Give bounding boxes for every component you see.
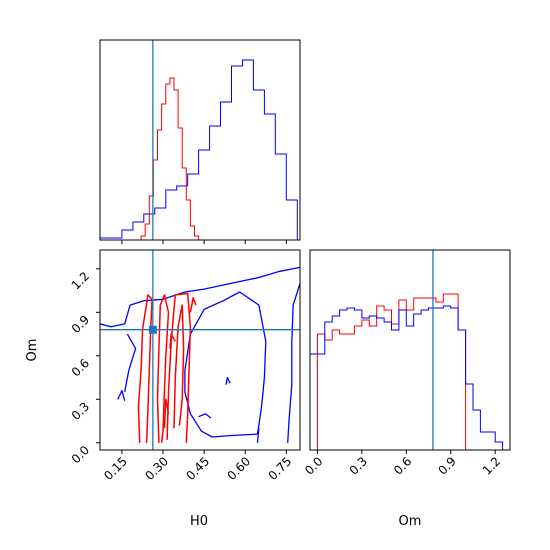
red-contour bbox=[169, 333, 176, 349]
joint-y-tick-label: 0.3 bbox=[69, 399, 92, 422]
om-x-tick-label: 0.6 bbox=[391, 454, 414, 477]
blue-contour bbox=[117, 389, 126, 401]
h0-marginal-panel bbox=[99, 39, 301, 244]
red-contour bbox=[189, 297, 197, 313]
joint-frame bbox=[99, 249, 301, 451]
om-hist-blue bbox=[309, 305, 504, 450]
x-axis-label-h0: H0 bbox=[190, 514, 208, 529]
om-hist-red bbox=[316, 293, 467, 450]
om-marginal-panel: 0.0 0.3 0.6 0.9 1.2 bbox=[302, 249, 511, 478]
joint-y-tick-label: 0.6 bbox=[69, 356, 92, 379]
om-x-tick-label: 0.9 bbox=[435, 454, 458, 477]
om-marginal-frame bbox=[309, 249, 511, 451]
blue-contour bbox=[256, 428, 260, 443]
red-contour bbox=[137, 294, 153, 443]
joint-y-tick-label: 0.9 bbox=[69, 313, 92, 336]
blue-contour bbox=[225, 376, 231, 385]
joint-truth-marker bbox=[148, 325, 157, 334]
joint-x-tick-label: 0.75 bbox=[266, 454, 295, 483]
joint-y-tick-label: 0.0 bbox=[69, 443, 92, 466]
joint-x-tick-label: 0.60 bbox=[225, 454, 254, 483]
om-x-tick-label: 1.2 bbox=[480, 454, 503, 477]
h0-marginal-frame bbox=[99, 39, 301, 241]
blue-contour bbox=[198, 413, 212, 419]
joint-panel: 0.15 0.30 0.45 0.60 0.75 0.0 0.3 0.6 0.9 1.2 bbox=[69, 249, 301, 483]
h0-hist-red bbox=[140, 77, 200, 240]
y-axis-label-om: Om bbox=[25, 339, 40, 362]
om-x-tick-label: 0.3 bbox=[347, 454, 370, 477]
joint-x-tick-label: 0.45 bbox=[183, 454, 212, 483]
red-contour bbox=[156, 294, 170, 443]
joint-x-tick-label: 0.15 bbox=[101, 454, 130, 483]
blue-contour bbox=[184, 291, 267, 438]
red-contour bbox=[173, 304, 185, 429]
red-contour bbox=[166, 292, 192, 443]
joint-y-tick-label: 1.2 bbox=[69, 269, 92, 292]
red-contour bbox=[163, 398, 170, 429]
blue-contour bbox=[287, 283, 300, 443]
om-x-tick-label: 0.0 bbox=[302, 454, 325, 477]
blue-contour bbox=[124, 333, 137, 393]
blue-contour bbox=[100, 266, 300, 328]
h0-hist-blue bbox=[99, 59, 298, 240]
x-axis-label-om: Om bbox=[399, 514, 422, 529]
joint-x-tick-label: 0.30 bbox=[142, 454, 171, 483]
joint-contours bbox=[100, 266, 300, 443]
